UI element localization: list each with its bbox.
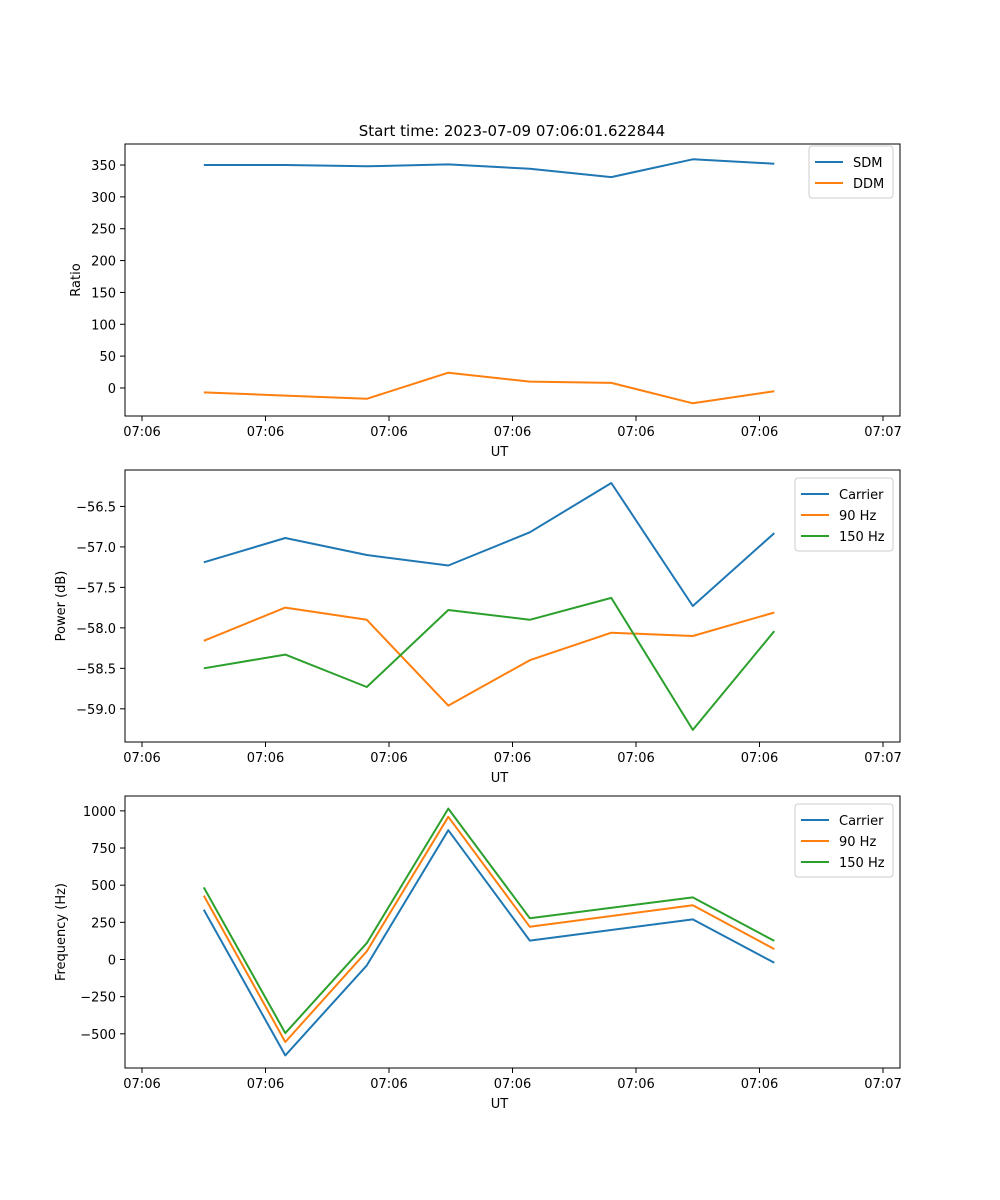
y-tick-label: −58.0: [76, 622, 116, 637]
y-tick-label: 200: [91, 255, 116, 270]
y-axis-label: Frequency (Hz): [54, 883, 69, 981]
x-tick-label: 07:06: [617, 751, 654, 766]
legend-label: 150 Hz: [839, 856, 885, 871]
x-tick-label: 07:06: [370, 425, 407, 440]
y-tick-label: −58.5: [76, 662, 116, 677]
x-tick-label: 07:06: [494, 1077, 531, 1092]
x-tick-label: 07:07: [864, 751, 901, 766]
y-tick-label: 150: [91, 286, 116, 301]
x-tick-label: 07:06: [370, 751, 407, 766]
y-tick-label: 50: [99, 350, 116, 365]
x-tick-label: 07:06: [617, 425, 654, 440]
legend-label: 90 Hz: [839, 509, 876, 524]
x-tick-label: 07:07: [864, 1077, 901, 1092]
x-tick-label: 07:06: [123, 425, 160, 440]
y-tick-label: 100: [91, 318, 116, 333]
x-tick-label: 07:06: [741, 425, 778, 440]
legend-label: DDM: [853, 177, 884, 192]
legend-label: 150 Hz: [839, 530, 885, 545]
y-tick-label: 350: [91, 159, 116, 174]
ratio-panel: 07:06 07:06 07:06 07:06 07:06 07:06 07:07 0 50 10…: [69, 143, 902, 460]
x-tick-label: 07:06: [741, 751, 778, 766]
y-tick-label: 250: [91, 223, 116, 238]
y-axis-label: Power (dB): [54, 571, 69, 642]
y-tick-label: −59.0: [76, 703, 116, 718]
y-tick-label: 1000: [83, 805, 116, 820]
x-tick-label: 07:06: [247, 751, 284, 766]
y-tick-label: 0: [108, 953, 116, 968]
y-tick-label: 750: [91, 842, 116, 857]
legend-label: SDM: [853, 156, 882, 171]
series-line-90-hz: [202, 815, 775, 1043]
x-tick-label: 07:06: [494, 425, 531, 440]
axes-frame: [124, 469, 901, 743]
legend-label: Carrier: [839, 488, 884, 503]
x-tick-label: 07:06: [247, 1077, 284, 1092]
y-tick-label: 500: [91, 879, 116, 894]
power-panel: 07:06 07:06 07:06 07:06 07:06 07:06 07:07 −59.0…: [54, 469, 902, 786]
x-tick-label: 07:06: [123, 1077, 160, 1092]
x-tick-label: 07:07: [864, 425, 901, 440]
x-axis-label: UT: [491, 445, 509, 460]
series-line-90-hz: [203, 606, 775, 707]
x-tick-label: 07:06: [617, 1077, 654, 1092]
x-tick-label: 07:06: [741, 1077, 778, 1092]
y-tick-label: −500: [80, 1028, 116, 1043]
y-tick-label: 300: [91, 191, 116, 206]
x-axis-label: UT: [491, 771, 509, 786]
series-line-carrier: [202, 829, 775, 1057]
axes-frame: [124, 143, 901, 417]
x-tick-label: 07:06: [123, 751, 160, 766]
series-line-sdm: [203, 158, 775, 179]
series-line-carrier: [203, 482, 775, 607]
legend-box: [808, 145, 894, 199]
frequency-panel: 07:06 07:06 07:06 07:06 07:06 07:06 07:07 −500 −…: [54, 795, 902, 1112]
series-line-ddm: [203, 371, 775, 405]
series-line-150-hz: [203, 596, 776, 731]
y-tick-label: −57.0: [76, 541, 116, 556]
x-tick-label: 07:06: [247, 425, 284, 440]
legend-label: Carrier: [839, 814, 884, 829]
x-tick-label: 07:06: [370, 1077, 407, 1092]
y-tick-label: 250: [91, 916, 116, 931]
y-tick-label: 0: [108, 382, 116, 397]
legend-label: 90 Hz: [839, 835, 876, 850]
y-tick-label: −56.5: [76, 500, 116, 515]
legend-box: [794, 477, 894, 552]
series-line-150-hz: [202, 807, 775, 1035]
y-tick-label: −250: [80, 991, 116, 1006]
y-axis-label: Ratio: [69, 263, 84, 296]
y-tick-label: −57.5: [76, 581, 116, 596]
figure-title: Start time: 2023-07-09 07:06:01.622844: [359, 122, 665, 140]
x-tick-label: 07:06: [494, 751, 531, 766]
x-axis-label: UT: [491, 1097, 509, 1112]
axes-frame: [124, 795, 901, 1069]
legend-box: [794, 803, 894, 878]
